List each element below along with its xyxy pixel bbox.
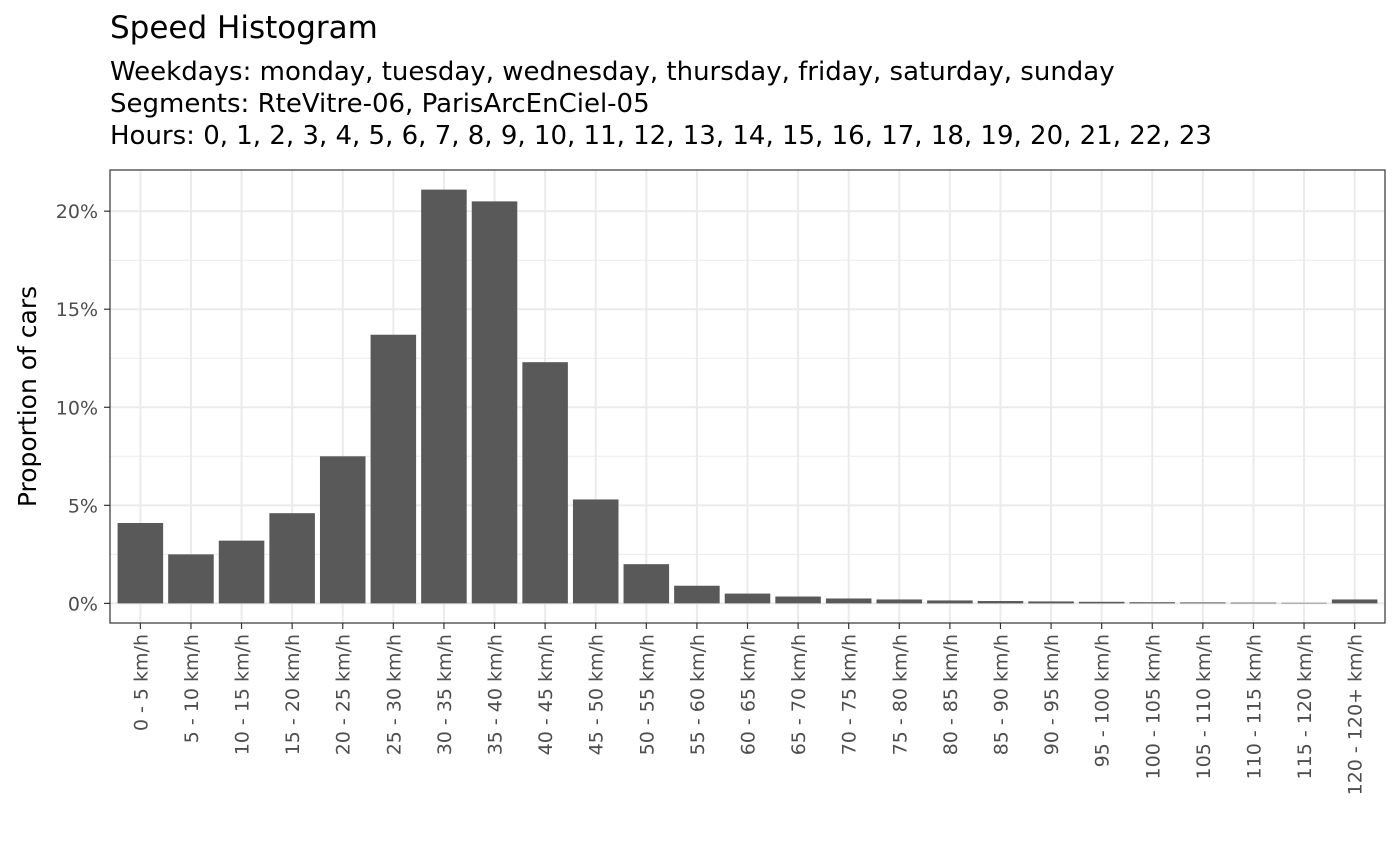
y-tick-label: 0% xyxy=(68,593,98,615)
histogram-bar xyxy=(876,599,923,604)
histogram-bar xyxy=(319,456,366,604)
x-tick-label: 85 - 90 km/h xyxy=(990,634,1012,755)
histogram-bar xyxy=(421,189,467,604)
y-tick-label: 5% xyxy=(68,495,98,517)
x-tick-label: 75 - 80 km/h xyxy=(889,634,911,755)
x-tick-label: 55 - 60 km/h xyxy=(687,634,709,755)
histogram-bar xyxy=(1331,599,1378,604)
histogram-bar xyxy=(674,585,720,604)
x-tick-label: 15 - 20 km/h xyxy=(282,634,304,755)
x-tick-label: 40 - 45 km/h xyxy=(535,634,557,755)
histogram-bar xyxy=(623,564,670,604)
histogram-bar xyxy=(572,499,619,604)
histogram-bar xyxy=(168,554,214,604)
chart-title: Speed Histogram xyxy=(110,10,378,46)
histogram-bar xyxy=(927,600,973,604)
histogram-bar xyxy=(775,596,821,604)
x-tick-label: 5 - 10 km/h xyxy=(181,634,203,743)
x-tick-label: 20 - 25 km/h xyxy=(333,634,355,755)
x-tick-label: 100 - 105 km/h xyxy=(1142,634,1164,779)
x-tick-label: 60 - 65 km/h xyxy=(738,634,760,755)
x-tick-label: 80 - 85 km/h xyxy=(940,634,962,755)
histogram-bar xyxy=(218,540,265,604)
x-tick-label: 45 - 50 km/h xyxy=(586,634,608,755)
x-tick-label: 65 - 70 km/h xyxy=(788,634,810,755)
histogram-bar xyxy=(977,601,1024,604)
grid-lines xyxy=(110,170,1385,623)
histogram-bar xyxy=(117,522,164,604)
x-tick-label: 105 - 110 km/h xyxy=(1193,634,1215,779)
histogram-bar xyxy=(370,334,417,604)
x-tick-label: 10 - 15 km/h xyxy=(232,634,254,755)
histogram-bar xyxy=(269,513,315,604)
y-axis-title: Proportion of cars xyxy=(13,286,42,507)
bars xyxy=(117,189,1378,604)
x-tick-label: 25 - 30 km/h xyxy=(383,634,405,755)
histogram-bar xyxy=(1230,602,1277,604)
x-tick-label: 115 - 120 km/h xyxy=(1294,634,1316,779)
histogram-bar xyxy=(1028,601,1074,604)
chart-subtitle-weekdays: Weekdays: monday, tuesday, wednesday, th… xyxy=(110,57,1115,87)
histogram-bar xyxy=(522,362,568,604)
x-tick-label: 90 - 95 km/h xyxy=(1041,634,1063,755)
chart-subtitle-hours: Hours: 0, 1, 2, 3, 4, 5, 6, 7, 8, 9, 10,… xyxy=(110,121,1212,151)
histogram-bar xyxy=(1281,602,1327,604)
histogram-bar xyxy=(1180,602,1226,604)
x-tick-label: 70 - 75 km/h xyxy=(839,634,861,755)
y-axis-ticks: 0% 5% 10% 15% 20% xyxy=(56,201,110,615)
x-tick-label: 120 - 120+ km/h xyxy=(1345,634,1367,795)
y-tick-label: 20% xyxy=(56,201,98,223)
x-tick-label: 95 - 100 km/h xyxy=(1092,634,1114,767)
histogram-bar xyxy=(1129,602,1176,604)
x-tick-label: 35 - 40 km/h xyxy=(485,634,507,755)
x-tick-label: 110 - 115 km/h xyxy=(1243,634,1265,779)
x-tick-label: 0 - 5 km/h xyxy=(130,634,152,731)
histogram-bar xyxy=(825,598,872,604)
x-axis-ticks: 0 - 5 km/h 5 - 10 km/h 10 - 15 km/h 15 - 20… xyxy=(130,623,1367,795)
histogram-bar xyxy=(724,593,771,604)
histogram-bar xyxy=(1078,601,1125,604)
chart-subtitle-segments: Segments: RteVitre-06, ParisArcEnCiel-05 xyxy=(110,89,650,119)
x-tick-label: 50 - 55 km/h xyxy=(636,634,658,755)
y-tick-label: 10% xyxy=(56,397,98,419)
x-tick-label: 30 - 35 km/h xyxy=(434,634,456,755)
y-tick-label: 15% xyxy=(56,299,98,321)
histogram-bar xyxy=(471,201,518,604)
